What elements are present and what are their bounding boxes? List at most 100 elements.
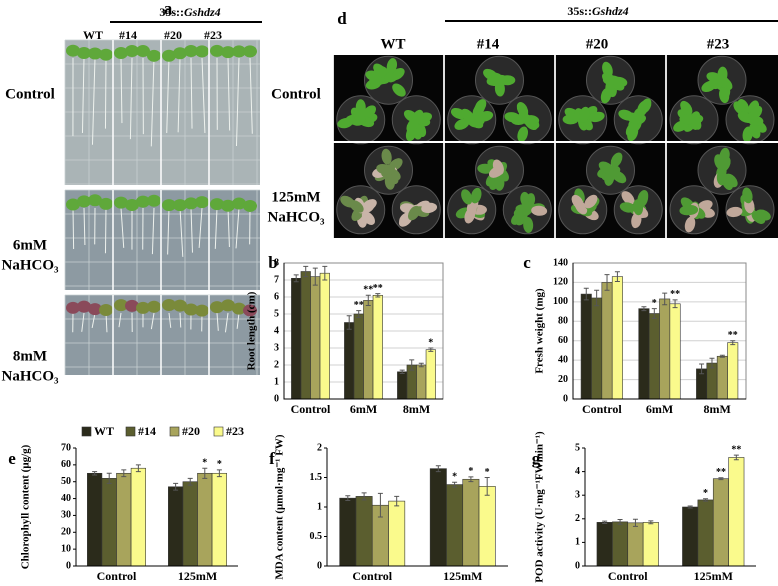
rosette-leaf <box>392 83 406 97</box>
y-tick-label: 70 <box>61 442 71 453</box>
root <box>81 57 85 133</box>
root <box>167 207 170 255</box>
leaf <box>232 302 246 315</box>
bar <box>211 472 227 567</box>
y-tick-label: 1 <box>575 537 580 548</box>
header-prefix: 35s:: <box>567 4 592 18</box>
error-bar <box>672 299 678 309</box>
error-bar <box>312 267 318 286</box>
significance: ** <box>373 283 383 294</box>
rosette-leaf <box>381 148 392 165</box>
leaf <box>210 301 224 314</box>
error-bar <box>399 369 405 374</box>
leaf <box>162 299 176 312</box>
bar <box>478 486 496 567</box>
error-bar <box>435 465 441 473</box>
y-tick-label: 2 <box>575 513 580 524</box>
rosette-leaf <box>755 209 771 221</box>
y-tick-label: 0 <box>274 393 279 404</box>
leaf <box>210 44 224 57</box>
leaf <box>88 47 102 60</box>
panel-letter: a <box>164 0 173 18</box>
error-bar <box>614 271 620 282</box>
x-tick-label: 8mM <box>403 402 430 416</box>
root <box>91 312 96 329</box>
error-bar <box>394 495 400 507</box>
y-tick-label: 3 <box>575 489 580 500</box>
root <box>227 207 230 248</box>
leaf <box>195 196 209 209</box>
error-bar <box>484 477 490 496</box>
error-bar <box>632 518 638 527</box>
bar <box>611 276 623 400</box>
x-tick-label: Control <box>352 569 392 583</box>
leaf <box>114 46 128 59</box>
rosette-leaf <box>521 115 537 127</box>
rosette-leaf <box>386 58 398 74</box>
y-tick-label: 7 <box>274 274 279 285</box>
root <box>236 312 240 329</box>
rosette-leaf <box>749 105 763 120</box>
bar <box>716 355 728 400</box>
leaf <box>125 299 139 312</box>
significance: * <box>217 459 222 470</box>
leaf <box>99 197 113 210</box>
rosette-leaf <box>470 187 482 204</box>
leaf <box>77 195 91 208</box>
error-bar <box>699 363 705 375</box>
y-tick-label: 20 <box>558 374 568 385</box>
bar <box>363 300 374 400</box>
error-bar <box>651 308 657 319</box>
error-bar <box>92 471 98 476</box>
root <box>104 207 107 254</box>
leaf <box>243 45 257 58</box>
root <box>91 57 96 145</box>
error-bar <box>345 495 351 502</box>
rosette-leaf <box>637 100 649 117</box>
y-tick-label: 80 <box>558 316 568 327</box>
leaf <box>147 300 161 313</box>
significance: * <box>452 472 457 483</box>
error-bar <box>641 306 647 312</box>
bar <box>372 294 383 400</box>
leaf <box>88 194 102 207</box>
x-tick-label: 125mM <box>694 569 733 583</box>
y-tick-label: 3 <box>274 342 279 353</box>
axes <box>326 448 508 567</box>
leaf <box>77 47 91 60</box>
leaf <box>77 300 91 313</box>
root <box>83 207 86 246</box>
significance: ** <box>354 300 364 311</box>
rosette-leaf <box>461 189 473 205</box>
bar <box>627 522 644 567</box>
column-label: #20 <box>164 28 182 42</box>
bar <box>397 371 408 400</box>
root <box>216 312 219 331</box>
root <box>120 207 125 248</box>
header-gene: Gshdz4 <box>592 4 629 18</box>
y-tick-label: 5 <box>274 308 279 319</box>
leaf <box>221 46 235 59</box>
rosette-leaf <box>584 194 598 209</box>
rosette-leaf <box>726 206 743 218</box>
leaf <box>232 45 246 58</box>
axes <box>584 448 756 567</box>
y-tick-label: 0 <box>317 560 322 571</box>
leaf <box>136 195 150 208</box>
rosette-leaf <box>454 118 470 130</box>
bar <box>706 362 718 400</box>
bar <box>339 497 357 567</box>
root <box>150 312 155 330</box>
row-label: NaHCO₃ <box>268 209 326 225</box>
error-bar <box>121 469 127 478</box>
root <box>249 57 253 134</box>
rosette-leaf <box>714 74 730 87</box>
bar <box>682 506 699 567</box>
leaf <box>243 199 257 212</box>
root <box>129 57 133 140</box>
rosette-leaf <box>523 216 534 233</box>
error-bar <box>303 265 309 278</box>
header-gene: Gshdz4 <box>184 5 221 19</box>
x-tick-label: Control <box>608 569 648 583</box>
